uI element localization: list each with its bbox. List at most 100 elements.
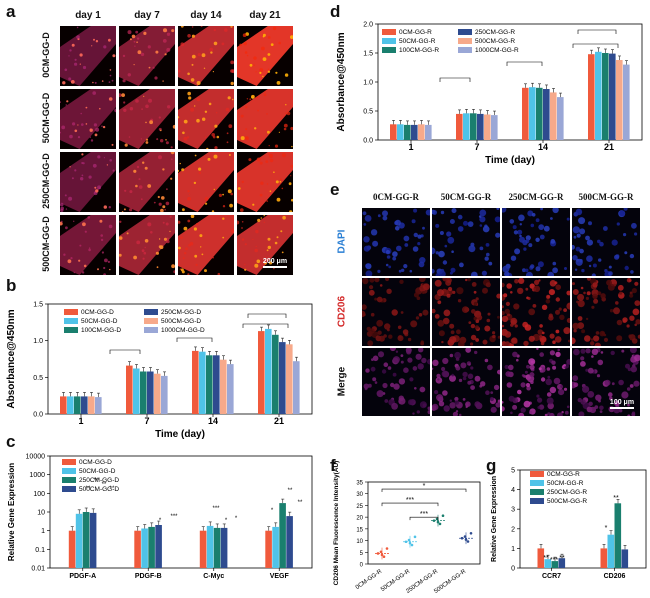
cell-blob [437, 289, 444, 297]
y-tick-label: 3 [511, 507, 515, 514]
cell-blob [564, 410, 569, 415]
cell-speck [286, 111, 291, 116]
cell-speck [245, 106, 248, 109]
cell-speck [170, 146, 173, 149]
cell-speck [254, 263, 259, 268]
cell-blob [546, 392, 552, 397]
fluorescence-tile [569, 276, 642, 349]
cell-blob [400, 354, 404, 357]
cell-blob [381, 369, 387, 374]
cell-speck [97, 155, 101, 159]
cell-blob [547, 402, 554, 410]
bar [558, 558, 566, 568]
cell-blob [369, 285, 374, 290]
cell-speck [278, 131, 280, 133]
cell-blob [512, 404, 518, 410]
cell-blob [386, 250, 390, 254]
cell-speck [171, 29, 175, 33]
cell-speck [284, 73, 289, 77]
cell-speck [195, 56, 198, 58]
cell-blob [390, 382, 395, 388]
cell-blob [388, 265, 392, 269]
significance-mark: * [225, 518, 228, 524]
cell-speck [150, 231, 153, 234]
cell-speck [156, 266, 159, 269]
cell-speck [166, 237, 169, 240]
bar [491, 115, 498, 140]
cell-blob [393, 383, 400, 390]
col-label-a: day 1 [75, 10, 101, 21]
cell-speck [180, 42, 185, 47]
micrograph-texture [118, 215, 177, 275]
cell-speck [283, 127, 287, 131]
bar [477, 113, 484, 140]
significance-bracket [247, 313, 287, 318]
cell-blob [369, 277, 375, 283]
cell-speck [190, 78, 195, 82]
cell-speck [133, 169, 137, 173]
micrograph-tile [177, 214, 235, 276]
cell-speck [288, 182, 292, 186]
cell-blob [475, 319, 480, 323]
cell-speck [170, 177, 173, 180]
cell-blob [476, 314, 483, 321]
cell-speck [221, 42, 225, 46]
bar [543, 89, 550, 140]
cell-speck [109, 74, 112, 77]
cell-speck [77, 136, 81, 139]
y-tick-label: 1000 [29, 472, 45, 479]
cell-blob [435, 223, 440, 228]
cell-speck [144, 166, 148, 170]
cell-speck [182, 131, 185, 135]
micrograph-tile [237, 26, 294, 86]
cell-speck [74, 62, 78, 66]
cell-speck [283, 123, 288, 128]
cell-blob [577, 316, 583, 321]
cell-blob [470, 342, 474, 346]
legend-swatch [144, 318, 158, 324]
cell-blob [555, 329, 560, 334]
cell-speck [59, 202, 64, 207]
bar [602, 53, 609, 140]
cell-speck [165, 139, 167, 141]
cell-speck [193, 181, 197, 185]
cell-blob [395, 226, 400, 231]
cell-blob [482, 225, 490, 233]
cell-speck [118, 239, 121, 242]
cell-speck [73, 220, 75, 222]
micrograph-texture [237, 26, 294, 86]
micrograph-tile [119, 150, 175, 213]
cell-blob [425, 209, 432, 216]
cell-speck [160, 129, 162, 132]
cell-blob [634, 354, 641, 362]
cell-blob [458, 378, 463, 383]
cell-blob [492, 331, 496, 335]
cell-blob [496, 207, 500, 210]
cell-speck [106, 164, 109, 166]
cell-blob [592, 263, 597, 268]
cell-speck [240, 208, 244, 212]
cell-blob [542, 331, 545, 335]
cell-speck [213, 28, 216, 32]
y-tick-label: 2 [511, 526, 515, 533]
cell-blob [458, 413, 462, 417]
data-point [385, 547, 389, 550]
cell-blob [503, 293, 508, 298]
cell-blob [457, 214, 463, 220]
panel-e-fluorescence-grid: 0CM-GG-R 50CM-GG-R 250CM-GG-R 500CM-GG-R DAP… [330, 180, 650, 440]
cell-blob [575, 208, 583, 216]
cell-blob [591, 355, 594, 358]
cell-blob [420, 340, 424, 344]
fluorescence-tile [431, 275, 502, 348]
cell-blob [614, 254, 620, 260]
legend-label: 0CM-GG-R [399, 29, 432, 36]
cell-speck [147, 45, 151, 49]
cell-blob [587, 391, 595, 398]
cell-speck [259, 161, 263, 165]
cell-speck [94, 186, 97, 189]
cell-blob [392, 372, 397, 377]
cell-speck [244, 51, 248, 54]
cell-blob [439, 231, 444, 235]
cell-speck [88, 247, 91, 249]
cell-blob [529, 372, 535, 378]
